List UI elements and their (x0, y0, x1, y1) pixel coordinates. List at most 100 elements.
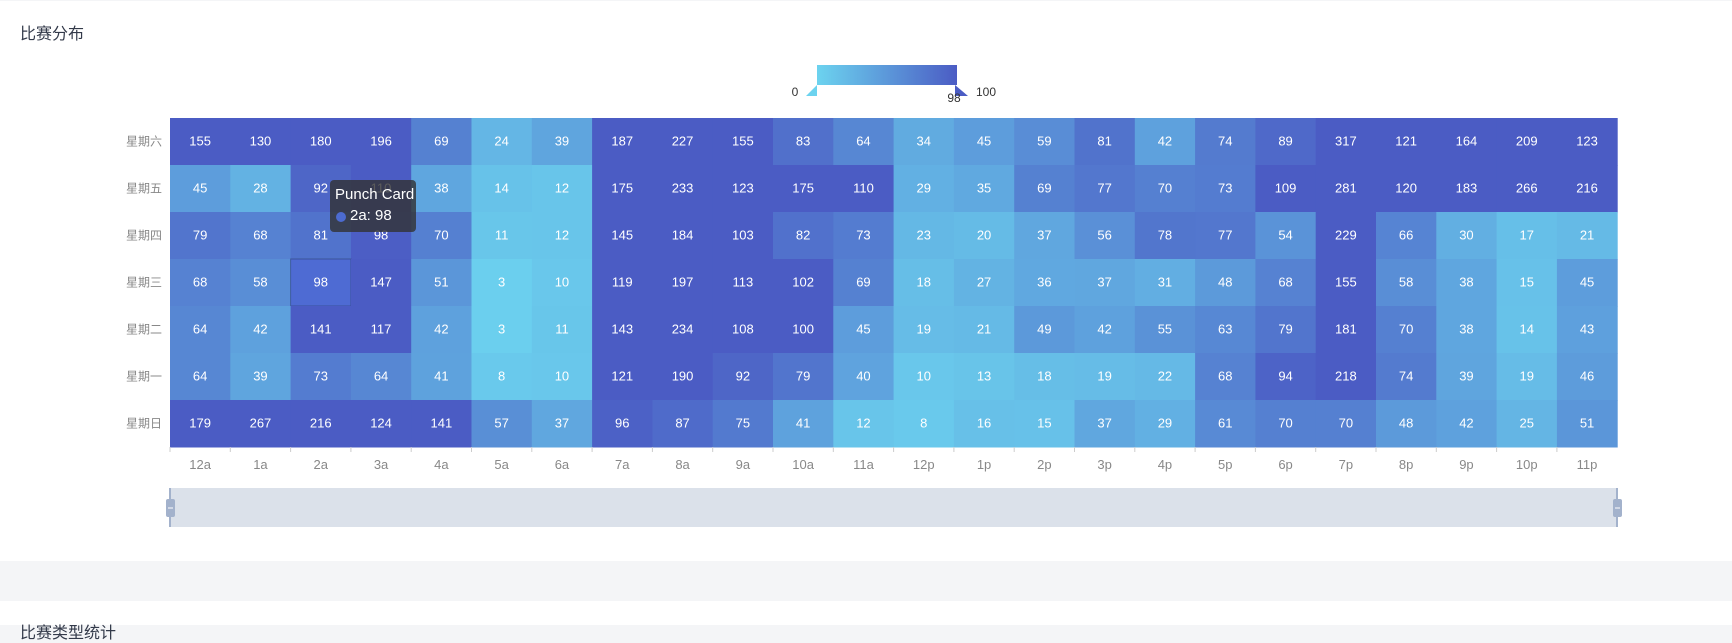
heatmap-cell[interactable] (712, 400, 774, 448)
heatmap-cell[interactable] (290, 306, 352, 354)
heatmap-cell[interactable] (1496, 306, 1558, 354)
heatmap-cell[interactable] (893, 400, 955, 448)
heatmap-cell[interactable] (411, 400, 472, 448)
heatmap-cell[interactable] (1496, 118, 1558, 166)
heatmap-cell[interactable] (1074, 400, 1136, 448)
heatmap-cell[interactable] (833, 306, 895, 354)
heatmap-cell[interactable] (1436, 353, 1498, 401)
heatmap-cell[interactable] (1074, 259, 1136, 307)
heatmap-cell[interactable] (1074, 212, 1136, 260)
heatmap-cell[interactable] (531, 306, 593, 354)
heatmap-cell[interactable] (953, 165, 1015, 213)
heatmap-cell[interactable] (1376, 400, 1437, 448)
heatmap-cell[interactable] (773, 259, 834, 307)
heatmap-cell[interactable] (350, 306, 412, 354)
heatmap-cell[interactable] (893, 353, 955, 401)
heatmap-cell[interactable] (1014, 259, 1075, 307)
heatmap-cell[interactable] (833, 259, 895, 307)
heatmap-cell[interactable] (290, 400, 352, 448)
heatmap-cell[interactable] (471, 212, 533, 260)
heatmap-cell[interactable] (1255, 212, 1317, 260)
heatmap-cell[interactable] (1376, 118, 1437, 166)
heatmap-cell[interactable] (350, 353, 412, 401)
heatmap-cell[interactable] (1556, 353, 1618, 401)
heatmap-cell[interactable] (712, 353, 774, 401)
heatmap-cell[interactable] (471, 165, 533, 213)
heatmap-cell[interactable] (170, 212, 231, 260)
heatmap-cell[interactable] (531, 212, 593, 260)
heatmap-cell[interactable] (1436, 259, 1498, 307)
heatmap-cell[interactable] (350, 400, 412, 448)
heatmap-cell[interactable] (1255, 400, 1317, 448)
heatmap-cell[interactable] (1556, 118, 1618, 166)
heatmap-cell[interactable] (592, 400, 653, 448)
heatmap-cell[interactable] (1195, 400, 1256, 448)
heatmap-cell[interactable] (893, 212, 955, 260)
heatmap-cell[interactable] (1315, 118, 1377, 166)
heatmap-cell[interactable] (652, 306, 714, 354)
heatmap-cell[interactable] (531, 259, 593, 307)
heatmap-cell[interactable] (652, 165, 714, 213)
heatmap-cell[interactable] (290, 353, 352, 401)
heatmap-cell[interactable] (773, 400, 834, 448)
heatmap-cell[interactable] (953, 353, 1015, 401)
heatmap-cell[interactable] (1255, 118, 1317, 166)
heatmap-cell[interactable] (170, 118, 231, 166)
heatmap-cell[interactable] (1496, 259, 1558, 307)
heatmap-cell[interactable] (1195, 306, 1256, 354)
heatmap-cell[interactable] (1074, 118, 1136, 166)
heatmap-cell[interactable] (712, 259, 774, 307)
heatmap-cell[interactable] (1255, 306, 1317, 354)
heatmap-cell[interactable] (170, 259, 231, 307)
heatmap-cell[interactable] (1195, 118, 1256, 166)
heatmap-cell[interactable] (592, 165, 653, 213)
heatmap-cell[interactable] (1376, 212, 1437, 260)
heatmap-cell[interactable] (1134, 400, 1196, 448)
heatmap-cell[interactable] (1436, 306, 1498, 354)
heatmap-cell[interactable] (1315, 306, 1377, 354)
heatmap-cell[interactable] (833, 400, 895, 448)
heatmap-cell[interactable] (230, 259, 292, 307)
heatmap-cell[interactable] (230, 400, 292, 448)
heatmap-cell[interactable] (1195, 259, 1256, 307)
heatmap-cell[interactable] (893, 118, 955, 166)
heatmap-cell[interactable] (833, 165, 895, 213)
heatmap-cell[interactable] (592, 353, 653, 401)
heatmap-cell[interactable] (1255, 353, 1317, 401)
heatmap-cell[interactable] (652, 212, 714, 260)
heatmap-cell[interactable] (411, 259, 472, 307)
heatmap-cell[interactable] (953, 306, 1015, 354)
heatmap-cell[interactable] (471, 118, 533, 166)
heatmap-cell[interactable] (652, 259, 714, 307)
heatmap-cell[interactable] (1556, 259, 1618, 307)
heatmap-cell[interactable] (1315, 212, 1377, 260)
heatmap-cell[interactable] (592, 118, 653, 166)
heatmap-cell[interactable] (290, 259, 352, 307)
heatmap-cell[interactable] (230, 353, 292, 401)
heatmap-cell[interactable] (1496, 400, 1558, 448)
heatmap-cell[interactable] (230, 306, 292, 354)
heatmap-cell[interactable] (471, 259, 533, 307)
heatmap-cell[interactable] (773, 306, 834, 354)
heatmap-cell[interactable] (350, 259, 412, 307)
heatmap-cell[interactable] (1195, 353, 1256, 401)
heatmap-cell[interactable] (1496, 353, 1558, 401)
heatmap-cell[interactable] (1134, 118, 1196, 166)
heatmap-cell[interactable] (471, 306, 533, 354)
heatmap-cell[interactable] (1376, 306, 1437, 354)
heatmap-cell[interactable] (712, 306, 774, 354)
heatmap-cell[interactable] (1556, 212, 1618, 260)
heatmap-cell[interactable] (893, 306, 955, 354)
heatmap-cell[interactable] (170, 306, 231, 354)
heatmap-cell[interactable] (411, 353, 472, 401)
data-zoom-slider[interactable] (166, 488, 1622, 527)
heatmap-cell[interactable] (1315, 165, 1377, 213)
heatmap-cell[interactable] (652, 400, 714, 448)
visual-map[interactable]: 0 100 98 (792, 65, 997, 105)
heatmap-cell[interactable] (773, 212, 834, 260)
heatmap-cell[interactable] (1074, 353, 1136, 401)
heatmap-cell[interactable] (1376, 259, 1437, 307)
heatmap-cell[interactable] (471, 400, 533, 448)
heatmap-cell[interactable] (290, 118, 352, 166)
heatmap-cell[interactable] (1376, 353, 1437, 401)
